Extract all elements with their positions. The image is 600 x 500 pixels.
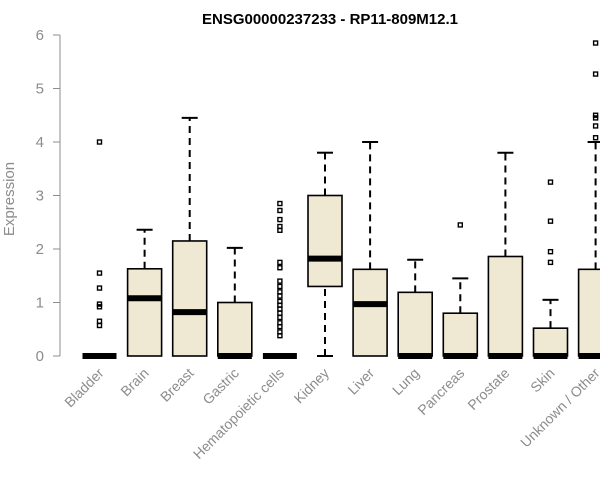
- y-axis: 0 1 2 3 4 5 6: [36, 27, 61, 365]
- box-rect: [217, 301, 253, 357]
- y-tick-label: 2: [36, 241, 44, 258]
- outlier-point: [96, 270, 103, 276]
- box-rect: [442, 312, 479, 357]
- y-tick-label: 3: [36, 188, 44, 205]
- outlier-point: [277, 207, 283, 214]
- outlier-point: [277, 259, 283, 266]
- outlier-point: [277, 227, 283, 233]
- y-axis-label: Expression: [1, 162, 18, 236]
- box-unknown-other: [577, 40, 600, 359]
- box-skin: [532, 179, 569, 359]
- outlier-point: [96, 322, 103, 329]
- outlier-point: [277, 306, 283, 312]
- outlier-point: [277, 200, 283, 207]
- x-tick-label: Lung: [389, 365, 422, 398]
- box-brain: [126, 228, 163, 357]
- box-rect: [171, 240, 208, 357]
- outlier-point: [547, 248, 554, 255]
- outlier-point: [547, 218, 554, 224]
- box-rect: [126, 267, 163, 357]
- outlier-point: [277, 332, 283, 339]
- outlier-point: [277, 293, 283, 299]
- outlier-point: [592, 71, 599, 77]
- y-tick-label: 1: [36, 295, 44, 312]
- x-tick-label: Breast: [157, 365, 197, 405]
- outlier-point: [277, 265, 283, 271]
- x-tick-label: Pancreas: [414, 365, 467, 418]
- outlier-point: [547, 259, 554, 266]
- box-hematopoietic-cells: [262, 200, 297, 359]
- box-rect: [577, 268, 600, 357]
- box-rect: [352, 268, 388, 357]
- box-rect: [307, 194, 343, 288]
- x-tick-label: Prostate: [464, 365, 512, 413]
- x-tick-label: Skin: [527, 365, 558, 396]
- outlier-point: [96, 285, 103, 291]
- x-tick-label: Bladder: [61, 365, 107, 411]
- boxes-layer: [82, 40, 600, 359]
- box-bladder: [82, 139, 117, 359]
- box-gastric: [217, 246, 253, 359]
- x-tick-label: Gastric: [199, 365, 242, 408]
- outlier-point: [277, 278, 283, 284]
- x-tick-label: Brain: [117, 365, 151, 399]
- y-tick-label: 6: [36, 27, 44, 44]
- box-rect: [487, 255, 524, 357]
- outlier-point: [96, 318, 103, 324]
- outlier-point: [277, 289, 283, 295]
- outlier-point: [277, 310, 283, 316]
- box-rect: [397, 291, 434, 357]
- y-tick-label: 4: [36, 134, 44, 151]
- outlier-point: [277, 283, 283, 290]
- outlier-point: [96, 304, 103, 310]
- outlier-point: [592, 135, 599, 141]
- box-kidney: [307, 151, 343, 357]
- box-pancreas: [442, 222, 479, 359]
- outlier-point: [592, 123, 599, 129]
- box-prostate: [487, 151, 524, 359]
- box-lung: [397, 258, 434, 359]
- box-breast: [171, 116, 208, 357]
- outlier-point: [277, 323, 283, 330]
- chart-title: ENSG00000237233 - RP11-809M12.1: [202, 11, 458, 28]
- outlier-point: [592, 115, 599, 121]
- outlier-point: [547, 179, 554, 185]
- box-rect: [532, 327, 569, 357]
- outlier-point: [277, 216, 283, 223]
- x-tick-label: Unknown / Other: [517, 365, 600, 451]
- outlier-point: [96, 139, 103, 145]
- x-tick-label: Liver: [344, 365, 377, 398]
- x-tick-label: Kidney: [291, 365, 333, 407]
- outlier-point: [277, 314, 283, 321]
- outlier-point: [457, 222, 463, 228]
- outlier-point: [592, 40, 599, 46]
- y-tick-label: 5: [36, 81, 44, 98]
- box-liver: [352, 141, 388, 357]
- y-tick-label: 0: [36, 348, 44, 365]
